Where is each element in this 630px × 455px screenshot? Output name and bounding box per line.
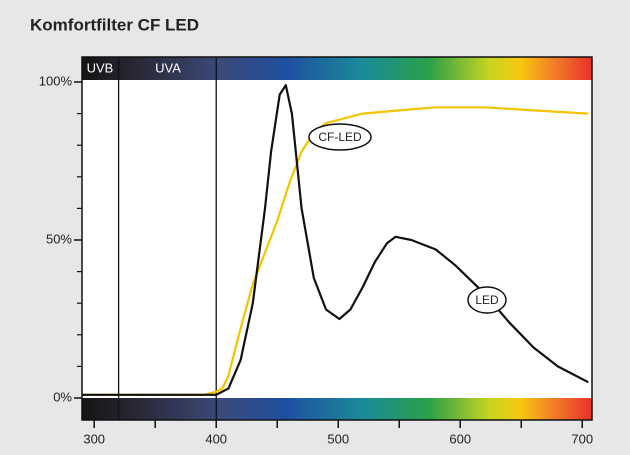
y-tick-label: 0% xyxy=(53,389,72,404)
y-tick-label: 100% xyxy=(39,73,73,88)
x-tick-label: 300 xyxy=(83,431,105,446)
plot-border xyxy=(81,56,593,421)
series-line xyxy=(82,106,589,396)
annotation-bubble xyxy=(308,123,372,151)
series-label: LED xyxy=(475,293,499,307)
spectrum-bar-top xyxy=(82,57,592,80)
y-tick-label: 50% xyxy=(46,231,72,246)
x-tick-label: 600 xyxy=(449,431,471,446)
x-tick-label: 400 xyxy=(205,431,227,446)
series-label: CF-LED xyxy=(318,130,362,144)
chart-title: Komfortfilter CF LED xyxy=(30,15,199,34)
spectrum-bar-bottom xyxy=(82,398,592,420)
series-line xyxy=(82,84,589,396)
band-label: UVA xyxy=(155,60,181,75)
annotation-bubble xyxy=(467,286,507,314)
x-tick-label: 500 xyxy=(327,431,349,446)
band-label: UVB xyxy=(87,60,114,75)
x-tick-label: 700 xyxy=(571,431,593,446)
